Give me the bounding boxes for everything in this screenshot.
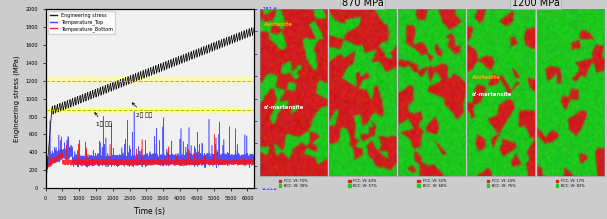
Engineering stress: [55, 109, 62, 112]
Temperature_Bottom: [83, 161, 90, 164]
Line: Engineering stress: Engineering stress: [46, 27, 254, 188]
Temperature_Bottom: [43, 165, 50, 168]
Y-axis label: Engineering stress (MPa): Engineering stress (MPa): [13, 55, 20, 142]
Line: Temperature_Top: Temperature_Top: [46, 111, 254, 169]
Temperature_Bottom: [251, 158, 258, 161]
Bar: [46, 108, 254, 113]
Temperature_Top: [43, 164, 50, 167]
Engineering stress: [251, 26, 258, 28]
Engineering stress: [42, 187, 49, 190]
Temperature_Top: [144, 161, 151, 163]
Temperature_Top: [44, 168, 51, 171]
Engineering stress: [144, 71, 151, 74]
Legend: FCC, Vf: 32%, BCC, Vf: 68%: FCC, Vf: 32%, BCC, Vf: 68%: [417, 179, 447, 188]
Temperature_Top: [42, 162, 49, 165]
Temperature_Top: [240, 154, 247, 157]
Text: Austenite: Austenite: [472, 76, 500, 80]
Temperature_Bottom: [144, 161, 151, 164]
Bar: [46, 78, 254, 83]
Text: 870 MPa: 870 MPa: [342, 0, 384, 8]
Legend: FCC, Vf: 43%, BCC, Vf: 57%: FCC, Vf: 43%, BCC, Vf: 57%: [348, 179, 378, 188]
Text: α’-martensite: α’-martensite: [472, 92, 512, 97]
Temperature_Bottom: [55, 155, 62, 158]
Text: 1200 MPa: 1200 MPa: [512, 0, 560, 8]
Legend: FCC, Vf: 24%, BCC, Vf: 76%: FCC, Vf: 24%, BCC, Vf: 76%: [486, 179, 516, 188]
Engineering stress: [43, 175, 50, 178]
Legend: Engineering stress, Temperature_Top, Temperature_Bottom: Engineering stress, Temperature_Top, Tem…: [48, 11, 115, 34]
Temperature_Bottom: [42, 167, 49, 169]
Text: 2차 경화: 2차 경화: [132, 103, 152, 118]
Engineering stress: [240, 35, 247, 37]
Text: Austenite: Austenite: [263, 22, 293, 27]
Temperature_Top: [83, 158, 90, 161]
Text: 1차 경화: 1차 경화: [95, 113, 112, 127]
Temperature_Top: [50, 158, 58, 161]
Temperature_Bottom: [240, 161, 247, 164]
Temperature_Top: [251, 156, 258, 159]
Y-axis label: Temperature (°C): Temperature (°C): [283, 69, 290, 129]
Legend: FCC, Vf: 17%, BCC, Vf: 83%: FCC, Vf: 17%, BCC, Vf: 83%: [555, 179, 585, 188]
Temperature_Bottom: [50, 158, 58, 160]
Temperature_Top: [131, 110, 138, 113]
Temperature_Bottom: [42, 169, 49, 171]
Engineering stress: [83, 97, 90, 100]
Line: Temperature_Bottom: Temperature_Bottom: [46, 134, 254, 170]
Temperature_Bottom: [211, 133, 219, 136]
Text: α’-martensite: α’-martensite: [263, 106, 304, 111]
Temperature_Top: [55, 154, 62, 157]
X-axis label: Time (s): Time (s): [134, 207, 165, 215]
Legend: FCC, Vf: 70%, BCC, Vf: 30%: FCC, Vf: 70%, BCC, Vf: 30%: [279, 179, 308, 188]
Engineering stress: [50, 108, 58, 110]
